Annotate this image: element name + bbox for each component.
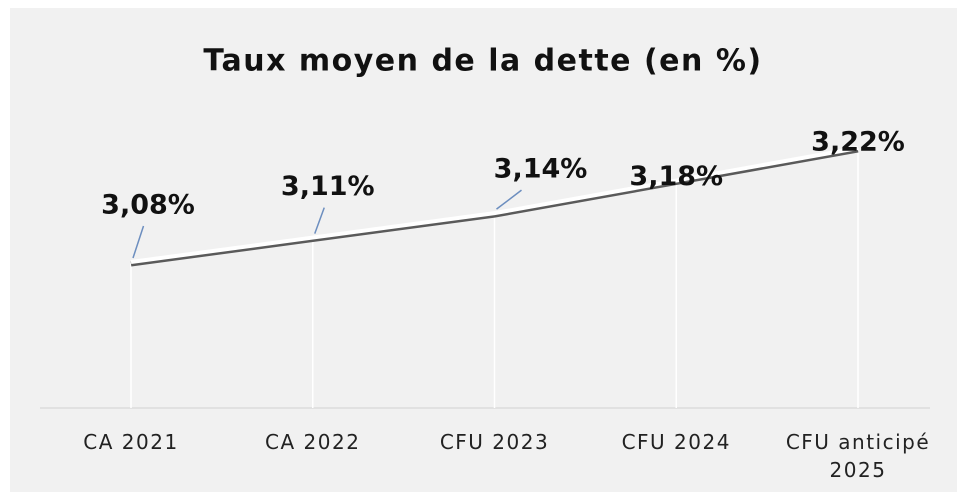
chart-background (10, 8, 957, 492)
leader-line (314, 207, 325, 234)
leader-line (496, 189, 522, 210)
x-tick-label: CFU 2024 (621, 430, 731, 454)
data-label: 3,14% (494, 154, 588, 185)
chart-title: Taux moyen de la dette (en %) (203, 44, 762, 79)
x-tick-label: CFU 2023 (439, 430, 550, 454)
x-tick-label: CA 2022 (265, 430, 361, 454)
data-label: 3,11% (281, 171, 375, 202)
line (130, 146, 859, 264)
x-tick-label: CFU anticipé 2025 (785, 430, 931, 482)
leader-line (132, 225, 145, 259)
data-label: 3,08% (101, 190, 195, 221)
data-label: 3,18% (629, 161, 723, 192)
x-tick-label: CA 2021 (83, 430, 179, 454)
data-label: 3,22% (811, 127, 905, 158)
